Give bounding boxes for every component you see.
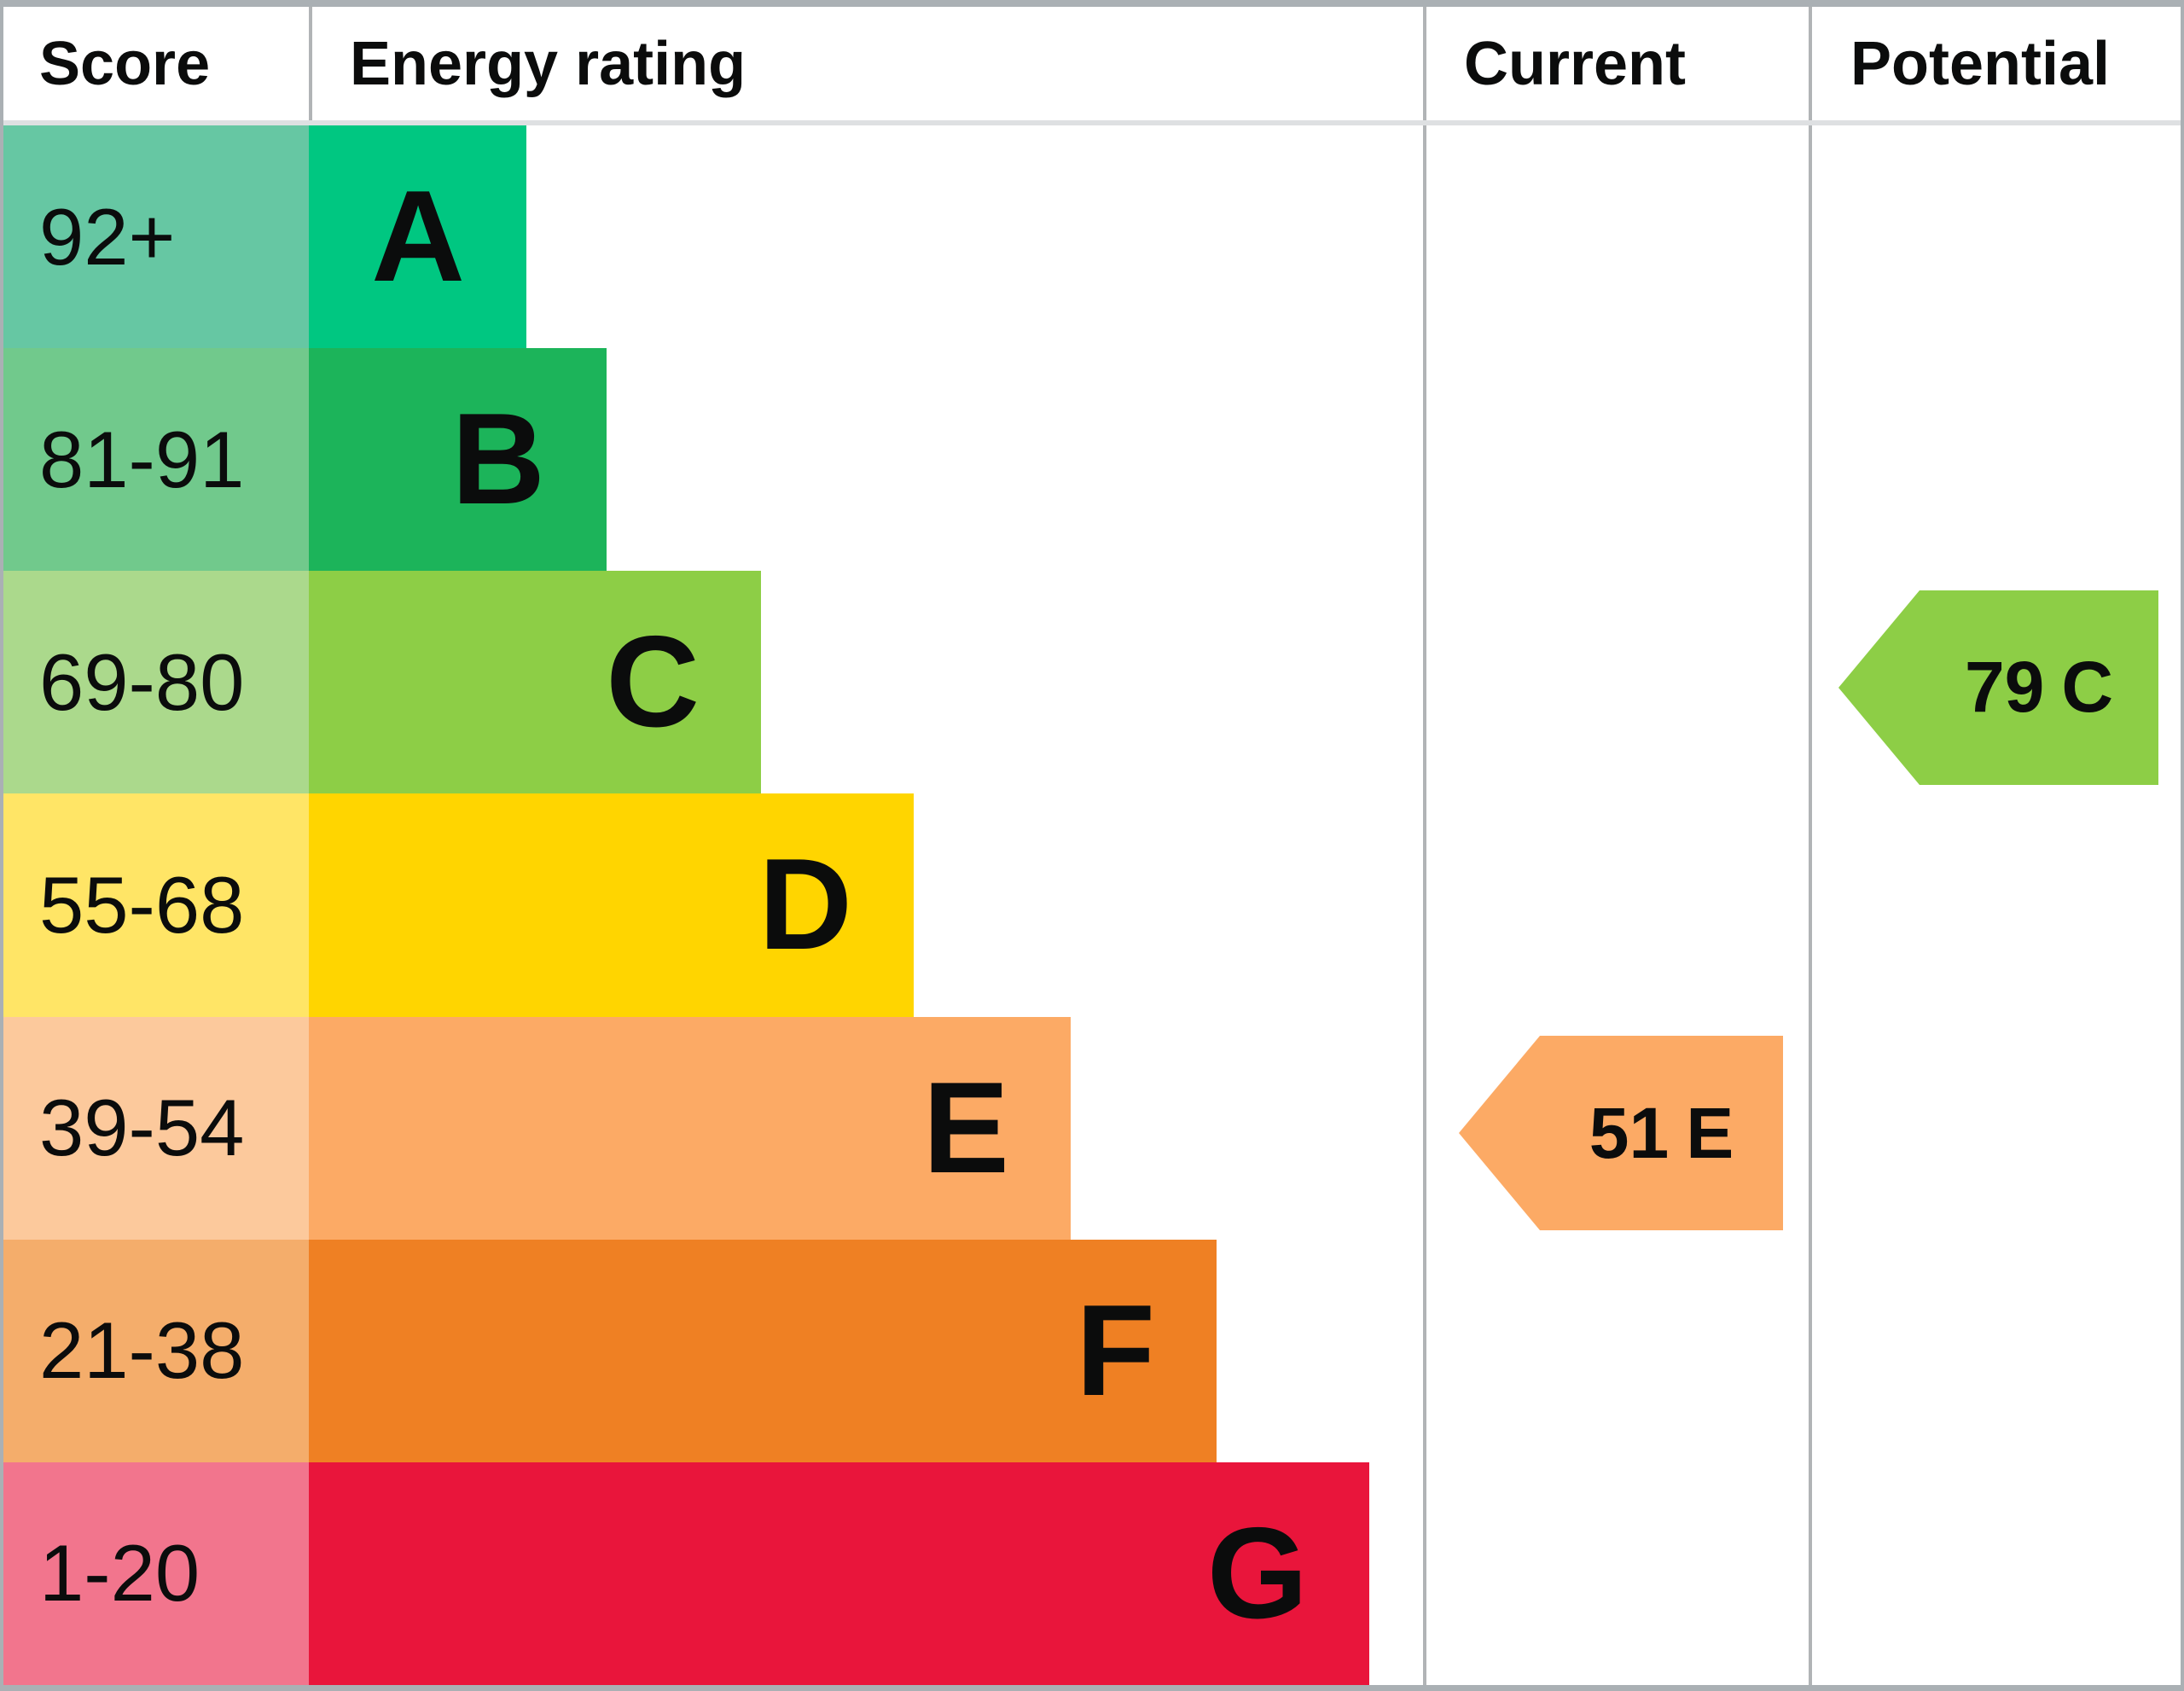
band-row-c: 69-80 C [3,571,2181,794]
band-bar-c: C [309,571,761,794]
potential-rating-arrow: 79 C [1838,590,2158,785]
band-row-g: 1-20 G [3,1461,2181,1685]
current-rating-arrow: 51 E [1459,1036,1783,1231]
potential-score-value: 79 [1964,647,2045,728]
current-rating-label: 51 E [1540,1036,1783,1230]
left-arrow-shape [1838,590,2158,785]
potential-rating-label: 79 C [1920,590,2158,785]
score-column-header: Score [39,29,211,98]
energy-rating-column-header: Energy rating [350,29,746,98]
band-bar-d: D [309,793,914,1017]
band-rows: 92+ A 81-91 B 69-80 C 55-68 D 39-54 E 21-38 F 1-20 G [3,125,2181,1685]
band-row-f: 21-38 F [3,1239,2181,1462]
score-range-a: 92+ [3,125,309,349]
band-bar-e: E [309,1016,1071,1240]
band-bar-g: G [309,1461,1369,1685]
band-row-a: 92+ A [3,125,2181,349]
potential-rating-letter: C [2061,647,2114,728]
score-range-b: 81-91 [3,348,309,572]
header-separator [3,120,2181,125]
band-row-b: 81-91 B [3,348,2181,572]
band-row-e: 39-54 E [3,1016,2181,1240]
score-range-d: 55-68 [3,793,309,1017]
potential-column-divider [1809,7,1812,1685]
score-range-e: 39-54 [3,1016,309,1240]
band-bar-f: F [309,1239,1217,1462]
left-arrow-shape [1459,1036,1783,1231]
score-range-f: 21-38 [3,1239,309,1462]
current-score-value: 51 [1589,1092,1670,1173]
current-column-header: Current [1464,29,1687,98]
score-range-g: 1-20 [3,1461,309,1685]
score-column-divider [309,7,312,120]
score-range-c: 69-80 [3,571,309,794]
band-bar-a: A [309,125,526,349]
current-column-divider [1423,7,1426,1685]
band-bar-b: B [309,348,607,572]
current-rating-letter: E [1686,1092,1734,1173]
potential-column-header: Potential [1850,29,2111,98]
band-row-d: 55-68 D [3,793,2181,1017]
